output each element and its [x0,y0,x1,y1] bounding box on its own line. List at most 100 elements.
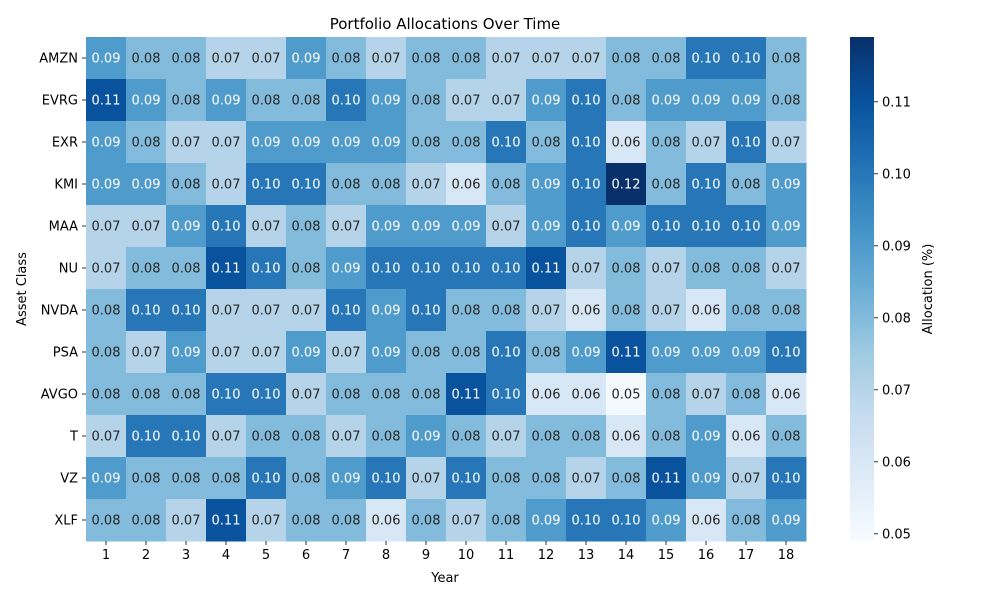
x-tick-label: 9 [422,548,430,563]
cell-value-label: 0.07 [292,304,321,319]
heatmap-cell [406,415,447,458]
heatmap-cell [646,499,687,542]
cell-value-label: 0.09 [332,472,361,487]
heatmap-cell [726,247,767,290]
x-tick-label: 13 [578,548,595,563]
cell-value-label: 0.07 [92,430,121,445]
cell-value-label: 0.07 [492,220,521,235]
colorbar-tick-label: 0.10 [882,167,911,182]
cell-value-label: 0.08 [132,388,161,403]
heatmap-cell [86,247,127,290]
cell-value-label: 0.06 [772,388,801,403]
cell-value-label: 0.07 [332,220,361,235]
heatmap-cell [206,79,247,122]
colorbar-tick-label: 0.11 [882,95,911,110]
heatmap-cell [286,163,327,206]
cell-value-label: 0.10 [492,136,521,151]
cell-value-label: 0.09 [132,94,161,109]
cell-value-label: 0.07 [252,346,281,361]
heatmap-cell [86,457,127,500]
colorbar-tick-label: 0.09 [882,239,911,254]
cell-value-label: 0.08 [452,304,481,319]
heatmap-cell [126,37,167,80]
heatmap-cell [686,121,727,164]
heatmap-cell [366,121,407,164]
heatmap-cell [326,331,367,374]
cell-value-label: 0.10 [252,388,281,403]
cell-value-label: 0.10 [732,52,761,67]
cell-value-label: 0.09 [372,136,401,151]
heatmap-cell [406,247,447,290]
cell-value-label: 0.09 [372,220,401,235]
y-tick-label: AMZN [39,52,78,67]
heatmap-cell [566,289,607,332]
cell-value-label: 0.07 [452,514,481,529]
heatmap-cell [566,331,607,374]
heatmap-cell [326,415,367,458]
heatmap-cell [166,289,207,332]
heatmap-cell [646,247,687,290]
heatmap-cell [166,373,207,416]
cell-value-label: 0.08 [452,52,481,67]
heatmap-cell [726,415,767,458]
heatmap-cell [606,415,647,458]
heatmap-cell [326,373,367,416]
heatmap-cell [526,37,567,80]
cell-value-label: 0.09 [92,52,121,67]
heatmap-cell [606,289,647,332]
cell-value-label: 0.08 [412,136,441,151]
heatmap-cell [646,373,687,416]
cell-value-label: 0.10 [692,220,721,235]
heatmap-cell [246,163,287,206]
y-axis-label: Asset Class [15,252,30,326]
cell-value-label: 0.10 [452,472,481,487]
heatmap-cell [246,499,287,542]
heatmap-cell [286,499,327,542]
cell-value-label: 0.06 [452,178,481,193]
heatmap-cell [726,289,767,332]
cell-value-label: 0.07 [492,52,521,67]
heatmap-cell [446,415,487,458]
heatmap-cell [606,37,647,80]
heatmap-cell [126,457,167,500]
colorbar-tick-label: 0.07 [882,383,911,398]
cell-value-label: 0.07 [532,304,561,319]
cell-value-label: 0.10 [252,178,281,193]
cell-value-label: 0.09 [572,346,601,361]
cell-value-label: 0.09 [652,346,681,361]
heatmap-cell [366,37,407,80]
cell-value-label: 0.10 [452,262,481,277]
cell-value-label: 0.10 [732,136,761,151]
cell-value-label: 0.10 [492,388,521,403]
heatmap-cell [86,37,127,80]
cell-value-label: 0.09 [772,220,801,235]
cell-value-label: 0.06 [572,304,601,319]
cell-value-label: 0.08 [292,220,321,235]
cell-value-label: 0.10 [292,178,321,193]
heatmap-cell [486,331,527,374]
cell-value-label: 0.09 [452,220,481,235]
heatmap-cell [766,499,807,542]
cell-value-label: 0.06 [692,514,721,529]
heatmap-cell [446,289,487,332]
x-tick-label: 18 [778,548,795,563]
cell-value-label: 0.07 [132,346,161,361]
heatmap-cell [286,373,327,416]
colorbar [850,37,874,541]
heatmap-cell [406,163,447,206]
cell-value-label: 0.11 [212,514,241,529]
cell-value-label: 0.08 [492,472,521,487]
cell-value-label: 0.10 [412,262,441,277]
heatmap-cell [526,205,567,248]
heatmap-cell [566,121,607,164]
heatmap-cell [366,289,407,332]
heatmap-cell [606,373,647,416]
colorbar-tick-label: 0.08 [882,311,911,326]
heatmap-cell [726,499,767,542]
cell-value-label: 0.08 [332,52,361,67]
cell-value-label: 0.08 [292,514,321,529]
cell-value-label: 0.07 [452,94,481,109]
cell-value-label: 0.10 [252,262,281,277]
heatmap-cell [286,289,327,332]
heatmap-cell [166,499,207,542]
